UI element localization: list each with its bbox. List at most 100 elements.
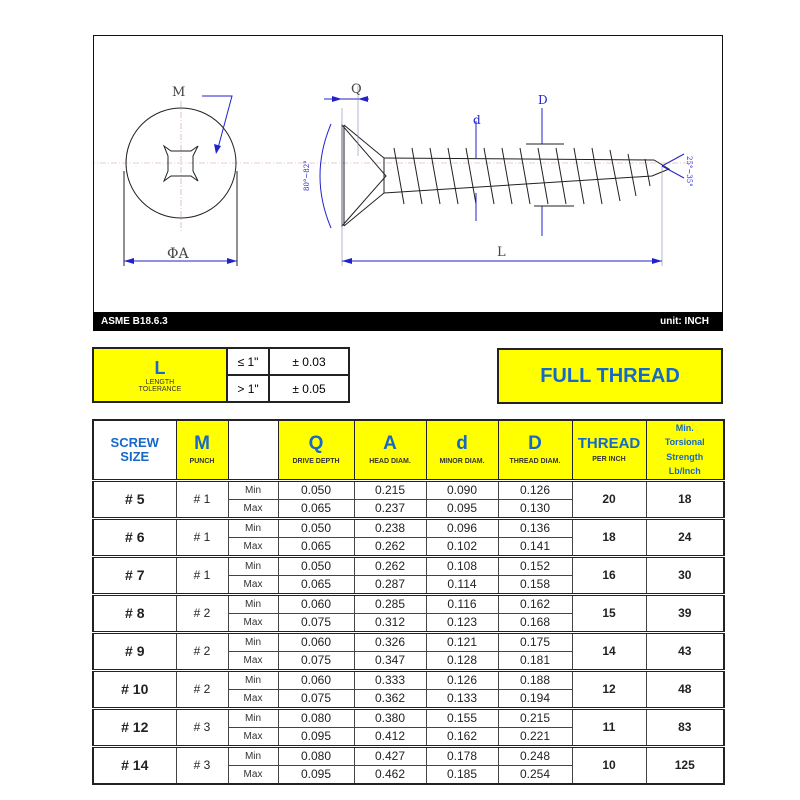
tolerance-symbol: L xyxy=(154,357,166,378)
punch-cell: # 3 xyxy=(175,706,229,747)
max-value-cell: 0.185 xyxy=(425,764,499,785)
square-drive-icon xyxy=(162,144,199,183)
max-value-cell: 0.130 xyxy=(497,498,573,519)
standard-label: ASME B18.6.3 xyxy=(101,316,168,327)
punch-cell: # 1 xyxy=(175,478,229,519)
threads-per-inch-cell: 16 xyxy=(571,554,647,595)
torsion-cell: 83 xyxy=(645,706,725,747)
header-symbol: A xyxy=(383,433,397,455)
torsion-cell: 48 xyxy=(645,668,725,709)
max-value-cell: 0.095 xyxy=(277,764,355,785)
max-value-cell: 0.158 xyxy=(497,574,573,595)
footer-band: ASME B18.6.3 unit: INCH xyxy=(93,312,723,331)
punch-cell: # 1 xyxy=(175,554,229,595)
max-label: Max xyxy=(227,612,279,633)
header-symbol: d xyxy=(456,433,468,455)
tolerance-range: ≤ 1" xyxy=(226,347,270,376)
min-label: Min xyxy=(227,592,279,614)
min-label: Min xyxy=(227,516,279,538)
header-symbol: Q xyxy=(308,433,324,455)
min-value-cell: 0.080 xyxy=(277,706,355,728)
header-sub: HEAD DIAM. xyxy=(369,458,411,466)
min-value-cell: 0.248 xyxy=(497,744,573,766)
torsion-cell: 125 xyxy=(645,744,725,785)
min-value-cell: 0.060 xyxy=(277,668,355,690)
header-thread-d: D THREAD DIAM. xyxy=(497,419,573,481)
max-value-cell: 0.312 xyxy=(353,612,427,633)
header-blank xyxy=(227,419,279,481)
min-label: Min xyxy=(227,554,279,576)
screw-diagram: M ΦA Q D d L 80°~82° 25°~35 xyxy=(34,82,694,266)
screw-drawing: M ΦA Q D d L 80°~82° 25°~35 xyxy=(34,35,723,331)
threads-per-inch-cell: 11 xyxy=(571,706,647,747)
punch-cell: # 2 xyxy=(175,630,229,671)
max-label: Max xyxy=(227,498,279,519)
punch-cell: # 1 xyxy=(175,516,229,557)
threads-per-inch-cell: 10 xyxy=(571,744,647,785)
table-row: # 7 # 1 Min 0.050 0.262 0.108 0.152 16 30 xyxy=(92,554,725,595)
punch-cell: # 2 xyxy=(175,668,229,709)
table-row: # 12 # 3 Min 0.080 0.380 0.155 0.215 11 83 xyxy=(92,706,725,747)
label-tip-angle: 25°~35° xyxy=(685,156,693,187)
min-label: Min xyxy=(227,706,279,728)
max-value-cell: 0.181 xyxy=(497,650,573,671)
min-value-cell: 0.060 xyxy=(277,630,355,652)
label-head-diameter: ΦA xyxy=(167,246,189,262)
header-torsion-text: Min. Torsional Strength Lb/Inch xyxy=(664,423,705,477)
table-subrow: Max 0.065 0.287 0.114 0.158 xyxy=(93,574,724,595)
header-minor-d: d MINOR DIAM. xyxy=(425,419,499,481)
min-value-cell: 0.126 xyxy=(497,478,573,500)
length-tolerance-table: L LENGTH TOLERANCE ≤ 1" ± 0.03 > 1" ± 0.… xyxy=(92,347,350,403)
screw-size-cell: # 14 xyxy=(92,744,177,785)
max-value-cell: 0.168 xyxy=(497,612,573,633)
max-label: Max xyxy=(227,536,279,557)
screw-size-cell: # 12 xyxy=(92,706,177,747)
screw-side-view xyxy=(319,86,685,266)
max-value-cell: 0.123 xyxy=(425,612,499,633)
min-value-cell: 0.238 xyxy=(353,516,427,538)
min-value-cell: 0.175 xyxy=(497,630,573,652)
screw-size-cell: # 7 xyxy=(92,554,177,595)
max-value-cell: 0.133 xyxy=(425,688,499,709)
min-value-cell: 0.380 xyxy=(353,706,427,728)
header-symbol: THREAD xyxy=(577,435,641,453)
tolerance-label: LENGTH TOLERANCE xyxy=(138,378,182,393)
max-value-cell: 0.162 xyxy=(425,726,499,747)
label-m: M xyxy=(172,85,185,100)
tolerance-range: > 1" xyxy=(226,374,270,403)
thread-crests xyxy=(393,147,651,205)
min-value-cell: 0.050 xyxy=(277,516,355,538)
max-value-cell: 0.141 xyxy=(497,536,573,557)
min-value-cell: 0.116 xyxy=(425,592,499,614)
min-value-cell: 0.162 xyxy=(497,592,573,614)
min-value-cell: 0.050 xyxy=(277,554,355,576)
max-value-cell: 0.114 xyxy=(425,574,499,595)
label-minor-diameter: d xyxy=(473,113,481,127)
punch-cell: # 2 xyxy=(175,592,229,633)
min-value-cell: 0.285 xyxy=(353,592,427,614)
table-subrow: Max 0.075 0.362 0.133 0.194 xyxy=(93,688,724,709)
max-label: Max xyxy=(227,726,279,747)
threads-per-inch-cell: 18 xyxy=(571,516,647,557)
tolerance-value: ± 0.05 xyxy=(268,374,350,403)
max-value-cell: 0.262 xyxy=(353,536,427,557)
min-value-cell: 0.136 xyxy=(497,516,573,538)
min-value-cell: 0.080 xyxy=(277,744,355,766)
screw-size-cell: # 5 xyxy=(92,478,177,519)
torsion-cell: 39 xyxy=(645,592,725,633)
min-value-cell: 0.188 xyxy=(497,668,573,690)
header-q: Q DRIVE DEPTH xyxy=(277,419,355,481)
max-value-cell: 0.095 xyxy=(277,726,355,747)
header-screw-size-text: SCREW SIZE xyxy=(110,435,159,464)
max-value-cell: 0.412 xyxy=(353,726,427,747)
min-value-cell: 0.090 xyxy=(425,478,499,500)
max-label: Max xyxy=(227,650,279,671)
min-value-cell: 0.178 xyxy=(425,744,499,766)
min-value-cell: 0.060 xyxy=(277,592,355,614)
header-a: A HEAD DIAM. xyxy=(353,419,427,481)
max-value-cell: 0.075 xyxy=(277,688,355,709)
length-tolerance-header: L LENGTH TOLERANCE xyxy=(92,347,228,403)
header-screw-size: SCREW SIZE xyxy=(92,419,177,481)
max-value-cell: 0.254 xyxy=(497,764,573,785)
max-value-cell: 0.221 xyxy=(497,726,573,747)
